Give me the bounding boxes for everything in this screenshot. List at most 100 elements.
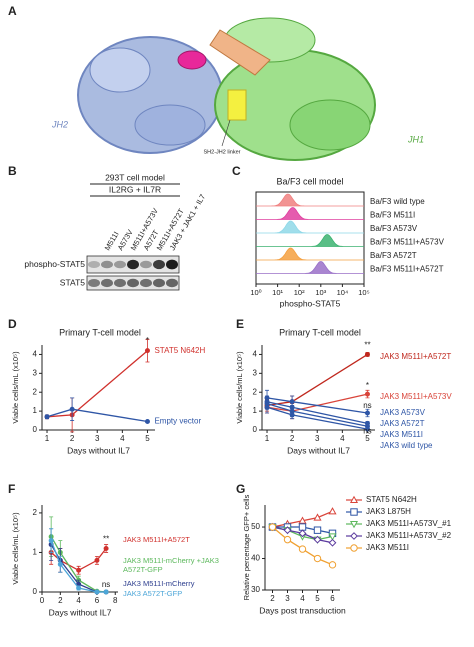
x-tick-label: 5	[145, 434, 150, 443]
marker	[364, 391, 370, 397]
marker	[44, 414, 50, 420]
jh1-label: JH1	[407, 134, 424, 144]
panel-letter: A	[8, 4, 17, 18]
marker	[69, 406, 75, 412]
legend-label: Ba/F3 A573V	[370, 224, 418, 233]
legend-marker	[350, 544, 358, 552]
marker	[328, 507, 337, 515]
annotation: ns	[102, 580, 110, 589]
series-label: JAK3 A572T	[380, 419, 425, 428]
legend-marker	[349, 495, 359, 504]
series-label-box: JAK3 A572T-GFP	[123, 589, 183, 598]
marker	[298, 516, 307, 524]
row-label: STAT5	[60, 277, 85, 287]
blot-band	[101, 278, 113, 288]
y-tick-label: 4	[253, 350, 258, 359]
linker-label: SH2-JH2 linker	[204, 149, 241, 155]
panel-letter: D	[8, 317, 17, 331]
chart-title: Primary T-cell model	[59, 327, 141, 337]
marker	[313, 535, 322, 544]
blot-band	[88, 279, 100, 287]
jh1-lobe	[289, 99, 371, 151]
marker	[94, 589, 100, 595]
blot-band	[140, 278, 152, 288]
x-tick-label: 10⁵	[358, 288, 369, 297]
marker	[364, 426, 370, 432]
x-tick-label: 5	[315, 594, 320, 603]
x-axis-label: Days post transduction	[259, 605, 346, 615]
x-axis-label: Days without IL7	[287, 445, 350, 455]
marker	[313, 554, 322, 563]
x-axis-label: Days without IL7	[49, 607, 112, 617]
marker	[94, 557, 100, 563]
marker	[313, 513, 322, 521]
jh2-label: JH2	[51, 119, 68, 129]
series-label: JAK3 M511I	[380, 430, 423, 439]
x-tick-label: 4	[300, 594, 305, 603]
marker	[298, 529, 307, 538]
x-tick-label: 4	[76, 596, 81, 605]
marker	[289, 412, 295, 418]
series-label: JAK3 M511I-mCherry +JAK3 A572T-GFP	[123, 556, 219, 574]
structure-drawing: JH2 JH1 SH2-JH2 linker	[51, 17, 424, 161]
legend-label: Ba/F3 wild type	[370, 197, 425, 206]
histogram	[256, 220, 364, 234]
marker	[268, 523, 277, 531]
series-label-box: JAK3 M511I-mCherry +JAK3 A572T-GFP	[123, 556, 219, 574]
marker	[298, 545, 307, 553]
blot-band	[166, 278, 178, 288]
x-tick-label: 1	[45, 434, 50, 443]
x-tick-label: 2	[58, 596, 63, 605]
marker	[313, 526, 322, 534]
helix-orange	[209, 29, 271, 76]
y-tick-label: 1	[33, 548, 38, 557]
histogram	[256, 207, 364, 220]
annotation: ns	[363, 401, 371, 410]
x-tick-label: 5	[365, 434, 370, 443]
y-tick-label: 1	[33, 406, 38, 415]
blot-band	[114, 260, 126, 269]
annotation: *	[366, 381, 369, 390]
series-label: Empty vector	[154, 417, 201, 426]
annotation: ns	[363, 426, 371, 435]
legend-marker	[350, 532, 358, 540]
marker	[283, 526, 292, 535]
plot-frame	[255, 191, 365, 285]
series-label: JAK3 A572T-GFP	[123, 589, 183, 598]
x-tick-label: 10²	[294, 288, 305, 297]
series-label: JAK3 wild type	[380, 441, 433, 450]
y-tick-label: 3	[253, 368, 258, 377]
legend-marker	[350, 508, 358, 516]
marker	[103, 546, 109, 551]
x-tick-label: 8	[113, 596, 118, 605]
jh2-lobe	[89, 47, 151, 93]
histogram	[256, 193, 364, 207]
legend-label: JAK3 M511I+A573V_#2	[366, 531, 452, 540]
y-tick-label: 0	[33, 587, 38, 596]
blot-band	[127, 259, 139, 270]
x-tick-label: 4	[120, 434, 125, 443]
x-tick-label: 6	[95, 596, 100, 605]
blot-band	[153, 259, 165, 270]
marker	[364, 410, 370, 416]
y-tick-label: 0	[253, 425, 258, 434]
series-label: JAK3 M511I+A572T	[123, 535, 190, 544]
blot-band	[101, 260, 113, 269]
legend-label: JAK3 M511I	[366, 543, 409, 552]
histogram	[256, 234, 364, 247]
marker	[328, 561, 337, 569]
x-tick-label: 2	[270, 594, 275, 603]
x-tick-label: 10⁰	[250, 288, 261, 297]
legend-label: JAK3 L875H	[366, 507, 411, 516]
panel-letter: E	[236, 317, 244, 331]
blot-header: IL2RG + IL7R	[109, 184, 161, 194]
pointer	[221, 119, 231, 147]
row-label: phospho-STAT5	[24, 259, 85, 269]
marker	[328, 533, 337, 541]
panel-letter: G	[236, 482, 245, 496]
legend-label: STAT5 N642H	[366, 495, 417, 504]
y-axis-label: Viable cells/mL (x10⁵)	[11, 512, 20, 585]
blot-band	[153, 278, 165, 288]
legend-label: JAK3 M511I+A573V_#1	[366, 519, 452, 528]
helix-pink	[177, 50, 207, 70]
